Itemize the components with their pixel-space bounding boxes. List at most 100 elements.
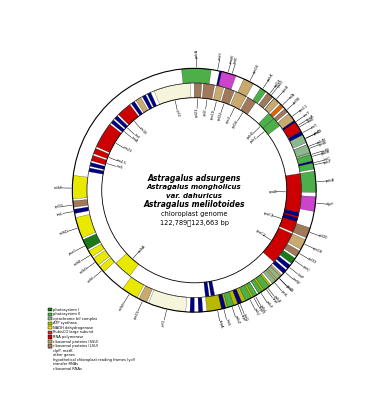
Wedge shape	[115, 116, 128, 128]
Wedge shape	[299, 163, 314, 172]
Text: trnI: trnI	[133, 133, 141, 140]
Text: trnA: trnA	[130, 136, 138, 144]
Wedge shape	[230, 92, 246, 109]
Wedge shape	[253, 88, 266, 103]
Text: trnY: trnY	[311, 123, 319, 130]
Wedge shape	[147, 92, 157, 107]
Text: rps18: rps18	[312, 246, 323, 254]
Text: rpoA: rpoA	[305, 114, 315, 122]
Text: psbE: psbE	[272, 294, 281, 304]
Wedge shape	[202, 84, 215, 100]
Text: petL: petL	[280, 289, 288, 298]
Text: ndhA: ndhA	[137, 244, 146, 253]
Text: ATP synthase: ATP synthase	[53, 321, 77, 325]
Text: psbM: psbM	[316, 138, 327, 145]
Wedge shape	[182, 68, 211, 84]
Text: psbC: psbC	[249, 135, 259, 144]
Text: other genes: other genes	[53, 353, 75, 357]
Text: clpP, matK: clpP, matK	[53, 349, 73, 353]
Text: photosystem II: photosystem II	[53, 312, 80, 316]
Wedge shape	[154, 84, 191, 104]
Wedge shape	[265, 265, 282, 282]
Text: trnD: trnD	[313, 129, 323, 136]
Wedge shape	[122, 277, 144, 298]
Text: psbT: psbT	[323, 159, 332, 165]
Text: atpA: atpA	[218, 320, 223, 329]
Wedge shape	[93, 250, 110, 265]
Text: petN: petN	[320, 147, 330, 154]
Text: petB: petB	[318, 140, 327, 147]
Text: rpoC1: rpoC1	[263, 211, 275, 218]
Wedge shape	[90, 162, 105, 170]
Text: hypothetical chloroplast reading frames (ycf): hypothetical chloroplast reading frames …	[53, 358, 135, 362]
Text: NADH dehydrogenase: NADH dehydrogenase	[53, 326, 93, 330]
Text: rpl14: rpl14	[274, 78, 283, 88]
Wedge shape	[294, 144, 310, 157]
Circle shape	[103, 99, 285, 281]
Text: Astragalus mongholicus: Astragalus mongholicus	[147, 184, 241, 190]
Bar	[48, 322, 52, 325]
Text: trnS: trnS	[224, 319, 230, 327]
Text: infA: infA	[288, 92, 296, 99]
Text: rrn16: rrn16	[138, 126, 147, 136]
Text: ycf2: ycf2	[175, 109, 181, 118]
Wedge shape	[194, 83, 202, 98]
Wedge shape	[265, 98, 279, 113]
Wedge shape	[300, 196, 316, 212]
Bar	[48, 326, 52, 330]
Text: petG: petG	[285, 284, 294, 293]
Text: rpl2: rpl2	[203, 109, 208, 116]
Wedge shape	[204, 282, 209, 296]
Text: trnE: trnE	[307, 116, 315, 124]
Wedge shape	[285, 126, 300, 136]
Text: clpP: clpP	[326, 202, 334, 207]
Bar	[48, 308, 52, 311]
Wedge shape	[91, 156, 107, 165]
Wedge shape	[116, 253, 139, 276]
Wedge shape	[263, 228, 292, 262]
Wedge shape	[293, 224, 310, 238]
Wedge shape	[296, 152, 312, 161]
Text: trnG: trnG	[242, 312, 249, 321]
Wedge shape	[89, 244, 104, 257]
Text: chloroplast genome: chloroplast genome	[161, 211, 227, 217]
Bar	[48, 363, 52, 366]
Wedge shape	[221, 88, 234, 104]
Text: psbI: psbI	[276, 80, 284, 88]
Wedge shape	[149, 290, 187, 312]
Text: rpl32: rpl32	[54, 204, 64, 210]
Wedge shape	[100, 258, 114, 272]
Wedge shape	[270, 104, 283, 117]
Text: rps15: rps15	[133, 308, 141, 320]
Text: rpl22: rpl22	[216, 111, 223, 121]
Text: psbD: psbD	[246, 131, 255, 140]
Wedge shape	[119, 105, 139, 125]
Text: ndhF: ndhF	[53, 186, 62, 190]
Circle shape	[124, 120, 265, 261]
Text: psbB: psbB	[326, 178, 335, 183]
Wedge shape	[198, 298, 203, 312]
Text: psaJ: psaJ	[302, 265, 310, 272]
Wedge shape	[283, 122, 301, 138]
Text: rpl23: rpl23	[195, 107, 199, 117]
Wedge shape	[238, 79, 253, 96]
Text: trnK: trnK	[233, 56, 240, 64]
Text: ndhH: ndhH	[117, 301, 126, 311]
Text: psbF: psbF	[265, 300, 273, 310]
Wedge shape	[288, 234, 305, 249]
Text: rps19: rps19	[210, 109, 216, 120]
Text: ndhE: ndhE	[74, 258, 83, 267]
Wedge shape	[284, 210, 299, 216]
Wedge shape	[263, 270, 276, 284]
Wedge shape	[246, 282, 257, 297]
Text: ribosomal proteins (SSU): ribosomal proteins (SSU)	[53, 340, 99, 344]
Text: rrn23: rrn23	[122, 146, 132, 154]
Wedge shape	[111, 120, 124, 132]
Wedge shape	[190, 298, 194, 312]
Text: rps16: rps16	[252, 63, 260, 74]
Text: var. dahuricus: var. dahuricus	[166, 193, 222, 199]
Wedge shape	[251, 274, 271, 294]
Text: ndhD: ndhD	[59, 229, 69, 236]
Wedge shape	[216, 71, 224, 86]
Text: petD: petD	[313, 129, 323, 136]
